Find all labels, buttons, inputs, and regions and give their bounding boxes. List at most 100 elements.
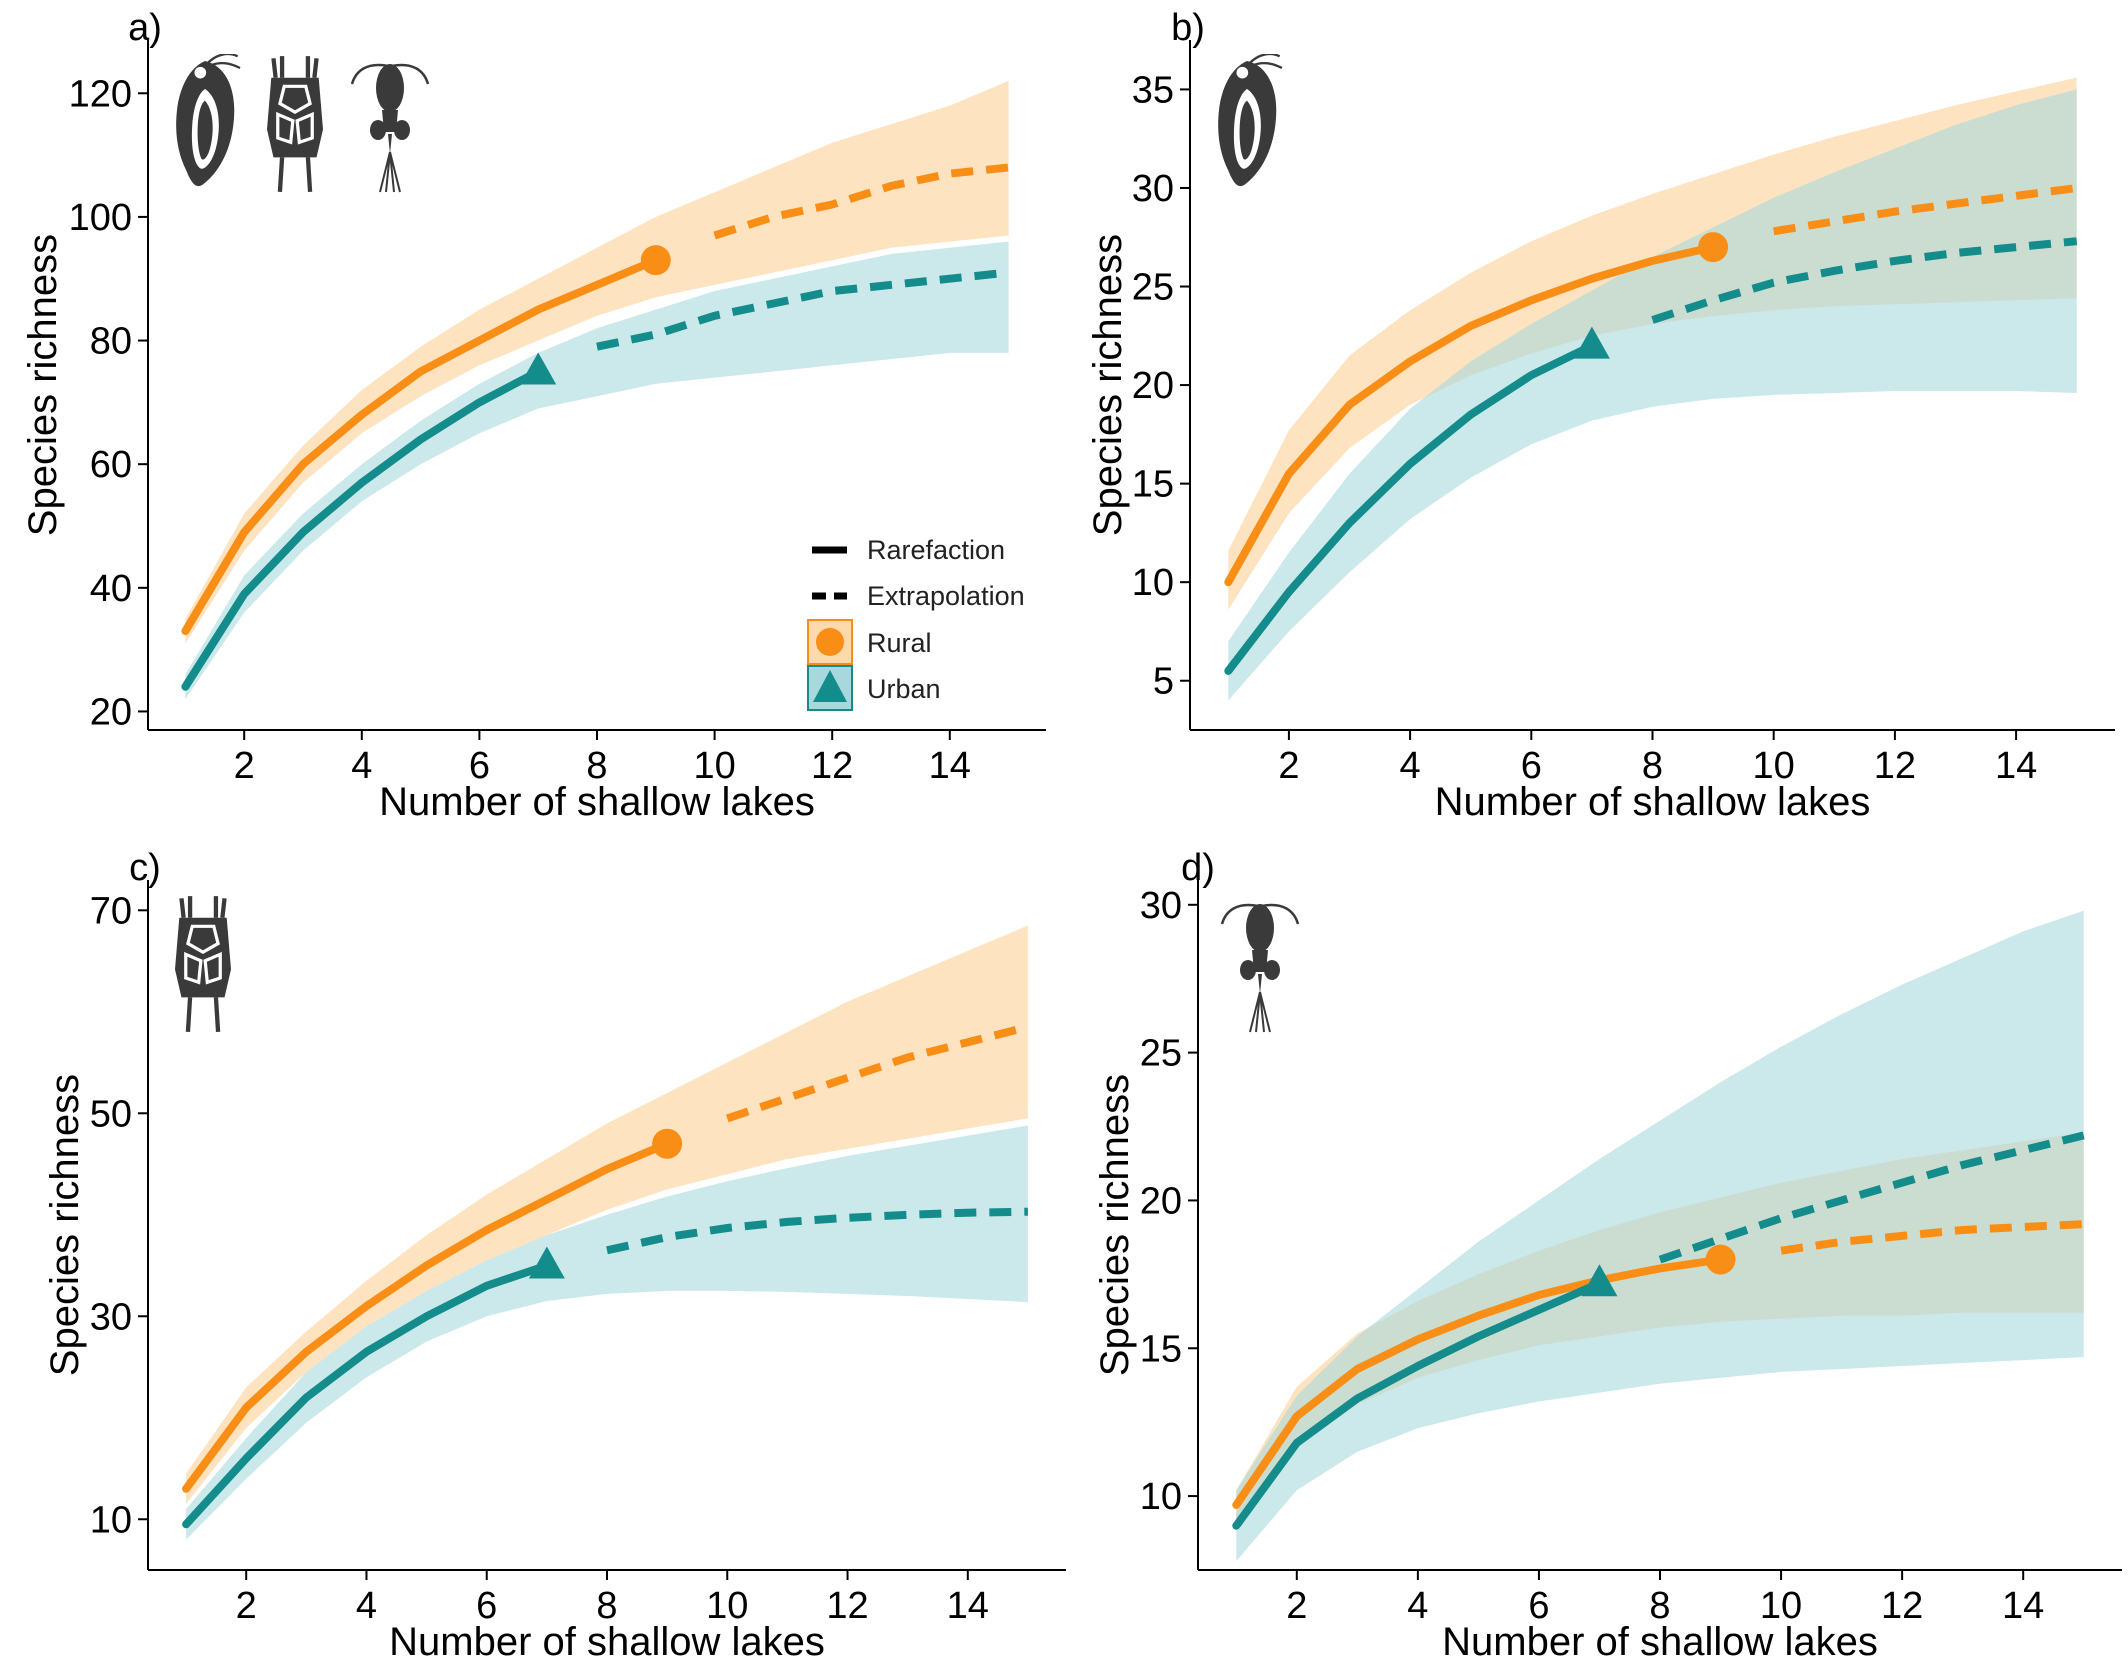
rotifer-icon [175, 896, 231, 1032]
urban-rarefaction-line [1224, 341, 1596, 675]
rural-confidence-band [185, 80, 1009, 644]
x-tick-label: 4 [1407, 1585, 1428, 1627]
y-tick-label: 10 [1132, 562, 1174, 604]
x-tick-label: 12 [1881, 1585, 1923, 1627]
y-tick-label: 20 [1132, 365, 1174, 407]
panel-c: 2 4 6 8 10 12 14 10 30 50 70 Number of shallow lake… [43, 847, 1066, 1664]
urban-extrapolation-line [1658, 1131, 2085, 1264]
legend-rural-label: Rural [867, 628, 932, 658]
y-tick-label: 80 [90, 321, 132, 363]
x-tick-label: 10 [1760, 1585, 1802, 1627]
rural-rarefaction-line [1232, 1255, 1725, 1509]
y-axis-label: Species richness [21, 234, 65, 536]
rotifer-icon [267, 56, 323, 192]
x-tick-label: 6 [1521, 745, 1542, 787]
x-axis-label: Number of shallow lakes [1435, 780, 1871, 824]
legend: Rarefaction Extrapolation Rural Urban [807, 535, 1025, 711]
legend-urban-label: Urban [867, 674, 941, 704]
rural-observed-point [640, 245, 671, 276]
y-tick-label: 35 [1132, 69, 1174, 111]
x-tick-label: 12 [1874, 745, 1916, 787]
panel-label: a) [128, 7, 162, 49]
rural-rarefaction-line [182, 1139, 672, 1493]
urban-observed-point [520, 352, 557, 385]
urban-extrapolation-line [1651, 237, 2078, 324]
x-tick-label: 10 [706, 1585, 748, 1627]
urban-rarefaction-line [1232, 1279, 1604, 1530]
rural-confidence-band [186, 925, 1028, 1504]
urban-confidence-band [1228, 89, 2077, 701]
cladoceran-icon [1216, 54, 1284, 188]
rural-observed-point [1705, 1244, 1736, 1275]
cladoceran-icon [174, 54, 242, 188]
x-tick-label: 12 [826, 1585, 868, 1627]
panel-b: 2 4 6 8 10 12 14 5 10 15 20 25 30 35 Number of shallow… [1086, 7, 2115, 824]
rural-extrapolation-line [1780, 1220, 2084, 1255]
y-tick-label: 25 [1140, 1033, 1182, 1075]
y-tick-label: 30 [90, 1296, 132, 1338]
y-tick-label: 120 [69, 73, 132, 115]
x-tick-label: 2 [1286, 1585, 1307, 1627]
y-tick-label: 70 [90, 890, 132, 932]
x-axis-label: Number of shallow lakes [389, 1620, 825, 1664]
x-tick-label: 14 [947, 1585, 989, 1627]
y-tick-label: 10 [90, 1499, 132, 1541]
rural-extrapolation-line [726, 1023, 1029, 1123]
urban-observed-point [528, 1246, 565, 1279]
legend-urban-marker [813, 670, 847, 702]
x-tick-label: 8 [586, 745, 607, 787]
rural-extrapolation-line [713, 163, 1010, 240]
x-tick-label: 8 [596, 1585, 617, 1627]
urban-rarefaction-line [181, 367, 543, 691]
y-tick-label: 60 [90, 444, 132, 486]
x-tick-label: 2 [236, 1585, 257, 1627]
legend-rural-marker [816, 628, 844, 656]
x-tick-label: 6 [476, 1585, 497, 1627]
rural-rarefaction-line [1224, 243, 1718, 587]
x-tick-label: 2 [234, 745, 255, 787]
copepod-icon [350, 62, 430, 194]
y-axis-label: Species richness [1093, 1074, 1137, 1376]
x-tick-label: 14 [1995, 745, 2037, 787]
urban-confidence-band [185, 241, 1009, 700]
y-tick-label: 25 [1132, 267, 1174, 309]
legend-rarefaction-label: Rarefaction [867, 535, 1005, 565]
urban-rarefaction-line [182, 1261, 551, 1529]
y-tick-label: 10 [1140, 1476, 1182, 1518]
rural-observed-point [1698, 232, 1729, 263]
urban-confidence-band [186, 1125, 1028, 1540]
x-tick-label: 14 [2002, 1585, 2044, 1627]
x-tick-label: 10 [1753, 745, 1795, 787]
y-tick-label: 15 [1140, 1328, 1182, 1370]
legend-extrapolation-label: Extrapolation [867, 581, 1025, 611]
copepod-icon [1220, 902, 1300, 1034]
y-tick-label: 20 [1140, 1180, 1182, 1222]
y-axis-label: Species richness [43, 1074, 87, 1376]
x-tick-label: 8 [1642, 745, 1663, 787]
x-tick-label: 6 [1528, 1585, 1549, 1627]
x-tick-label: 12 [811, 745, 853, 787]
x-tick-label: 10 [693, 745, 735, 787]
x-axis-label: Number of shallow lakes [1442, 1620, 1878, 1664]
panel-label: c) [129, 847, 161, 889]
y-tick-label: 40 [90, 568, 132, 610]
x-tick-label: 8 [1649, 1585, 1670, 1627]
urban-extrapolation-line [606, 1207, 1028, 1255]
y-axis-label: Species richness [1086, 234, 1130, 536]
rural-extrapolation-line [1773, 184, 2078, 236]
urban-confidence-band [1236, 910, 2084, 1562]
x-tick-label: 4 [356, 1585, 377, 1627]
y-tick-label: 30 [1132, 168, 1174, 210]
y-tick-label: 15 [1132, 464, 1174, 506]
x-tick-label: 4 [1400, 745, 1421, 787]
y-tick-label: 100 [69, 197, 132, 239]
y-tick-label: 50 [90, 1093, 132, 1135]
panel-label: b) [1171, 7, 1205, 49]
urban-observed-point [1573, 326, 1610, 359]
rural-observed-point [652, 1128, 683, 1159]
urban-extrapolation-line [596, 268, 1010, 351]
panel-d: 2 4 6 8 10 12 14 10 15 20 25 30 Number of shallow la… [1093, 847, 2122, 1664]
rural-rarefaction-line [181, 256, 660, 636]
x-tick-label: 6 [469, 745, 490, 787]
